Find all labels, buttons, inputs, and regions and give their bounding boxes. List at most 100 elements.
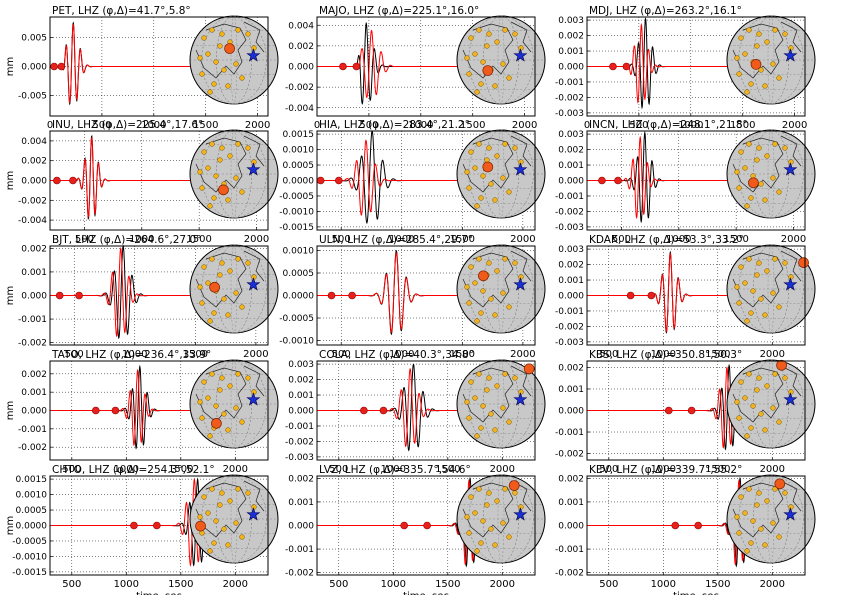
x-tick-label: 2000 (782, 120, 807, 131)
phase-marker (622, 62, 631, 71)
network-station-marker (776, 304, 782, 310)
network-station-marker (209, 371, 215, 377)
network-station-marker (233, 520, 239, 526)
network-station-marker (197, 514, 203, 520)
y-tick-label: 0.000 (558, 292, 584, 302)
x-tick-label: 500 (599, 349, 618, 360)
x-tick-label: 1500 (193, 120, 218, 131)
network-station-marker (213, 173, 219, 179)
y-axis-label: mm (5, 401, 16, 420)
network-station-marker (738, 149, 744, 155)
network-station-marker (762, 83, 768, 89)
network-station-marker (251, 504, 257, 510)
y-tick-label: -0.002 (285, 437, 314, 447)
network-station-marker (788, 504, 794, 510)
y-tick-label: 0.000 (21, 292, 47, 302)
event-star (246, 162, 261, 176)
network-station-marker (464, 399, 470, 405)
coastline (732, 252, 784, 308)
y-tick-label: -0.002 (555, 93, 584, 103)
network-station-marker (502, 371, 508, 377)
network-station-marker (464, 284, 470, 290)
x-tick-label: 0 (314, 120, 320, 131)
network-station-marker (788, 389, 794, 395)
axes-frame (316, 130, 536, 231)
network-station-marker (235, 256, 241, 262)
selected-station-marker (774, 478, 786, 490)
y-tick-label: 0.002 (558, 146, 584, 156)
network-station-marker (506, 304, 512, 310)
network-station-marker (764, 268, 770, 274)
x-tick-label: 0 (47, 120, 53, 131)
x-tick-label: 500 (62, 464, 81, 475)
network-station-marker (746, 27, 752, 33)
x-tick-label: 500 (359, 120, 378, 131)
panel-title: KDAK, LHZ (φ,Δ)=53.3°,33.2° (589, 234, 744, 246)
axes-frame (586, 130, 806, 231)
selected-station-marker (482, 65, 494, 76)
network-station-marker (209, 486, 215, 492)
network-station-marker (748, 81, 754, 87)
network-station-marker (762, 312, 768, 318)
coastline (510, 365, 532, 397)
network-station-marker (744, 433, 750, 439)
network-station-marker (201, 494, 207, 500)
network-station-marker (466, 415, 472, 421)
axes-frame (316, 475, 536, 576)
network-station-marker (472, 280, 478, 286)
x-tick-label: 500 (62, 579, 81, 590)
y-tick-label: -0.004 (18, 216, 47, 226)
y-tick-label: -0.003 (555, 109, 584, 119)
y-tick-label: 0.000 (21, 177, 47, 187)
y-tick-label: -0.0005 (279, 192, 314, 202)
y-tick-label: 0.001 (558, 276, 584, 286)
y-axis-label: mm (5, 171, 16, 190)
x-tick-label: 500 (329, 579, 348, 590)
network-station-marker (207, 89, 213, 95)
y-tick-label: 0.003 (558, 16, 584, 26)
station-map-inset (726, 129, 816, 219)
panel: 500 1000 1500 2000 0.002 0.001 0.000 -0.001 -0.0… (555, 349, 816, 475)
network-station-marker (251, 274, 257, 280)
station-map-inset (726, 474, 816, 564)
network-station-marker (245, 375, 251, 381)
network-station-marker (468, 35, 474, 41)
event-star (246, 507, 261, 521)
x-tick-label: 2000 (760, 464, 785, 475)
network-station-marker (486, 490, 492, 496)
event-star (513, 392, 528, 406)
y-tick-label: 0.0005 (16, 506, 48, 516)
station-map-inset (189, 244, 279, 334)
y-tick-label: -0.002 (555, 450, 584, 460)
y-tick-label: 0.0010 (283, 146, 315, 156)
station-map-inset (189, 474, 279, 564)
network-station-marker (225, 542, 231, 548)
network-station-marker (512, 145, 518, 151)
network-station-marker (500, 405, 506, 411)
selected-station-marker (195, 520, 206, 532)
network-station-marker (239, 304, 245, 310)
selected-station-marker (748, 177, 759, 189)
x-tick-label: 2000 (243, 349, 268, 360)
y-tick-label: -0.002 (555, 322, 584, 332)
network-station-marker (772, 141, 778, 147)
selected-station-marker (750, 59, 762, 70)
network-station-marker (750, 288, 756, 294)
x-tick-label: 1000 (678, 120, 703, 131)
x-tick-label: 2000 (760, 579, 785, 590)
phase-marker (53, 176, 61, 185)
axes-frame (316, 360, 536, 461)
x-tick-label: 1000 (129, 234, 154, 245)
y-tick-label: 0.000 (288, 522, 314, 532)
network-station-marker (474, 203, 480, 209)
network-station-marker (217, 502, 223, 508)
phase-marker (423, 521, 431, 530)
network-station-marker (468, 264, 474, 270)
panel: 500 1000 1500 2000 0.0015 0.0010 0.0005 0.0000 -… (5, 464, 279, 595)
network-station-marker (746, 486, 752, 492)
x-tick-label: 1000 (389, 234, 414, 245)
phase-marker (609, 62, 617, 71)
x-tick-label: 500 (599, 464, 618, 475)
network-station-marker (736, 71, 742, 77)
coastline (780, 365, 802, 397)
